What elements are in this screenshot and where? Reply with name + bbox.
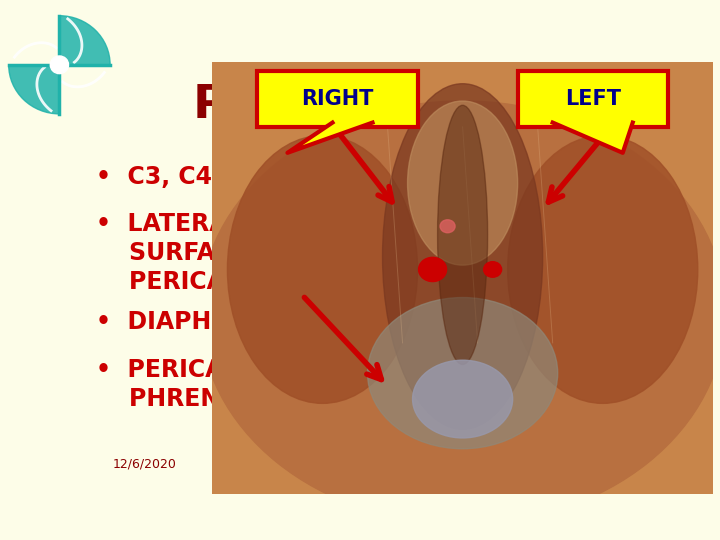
- Ellipse shape: [382, 84, 543, 429]
- Text: 12/6/2020: 12/6/2020: [112, 457, 176, 470]
- Text: 11: 11: [616, 457, 631, 470]
- Text: •  PERICARDIO-
    PHRENIC A & V: • PERICARDIO- PHRENIC A & V: [96, 358, 328, 411]
- Text: •  C3, C4, & C5: • C3, C4, & C5: [96, 165, 292, 188]
- Text: PHRENIC NERVES: PHRENIC NERVES: [193, 84, 657, 129]
- Circle shape: [50, 56, 68, 73]
- Circle shape: [418, 258, 446, 281]
- Text: •  LATERAL
    SURFACE OF
    PERICARDIUM: • LATERAL SURFACE OF PERICARDIUM: [96, 212, 313, 294]
- FancyBboxPatch shape: [258, 71, 418, 127]
- Ellipse shape: [438, 105, 487, 365]
- Ellipse shape: [508, 136, 698, 403]
- Ellipse shape: [228, 136, 418, 403]
- Polygon shape: [287, 123, 372, 153]
- Ellipse shape: [200, 101, 720, 524]
- Wedge shape: [60, 16, 110, 65]
- Text: SCNM, ANAT 603, The
Mediastinum: SCNM, ANAT 603, The Mediastinum: [300, 440, 438, 470]
- Ellipse shape: [367, 298, 558, 449]
- Wedge shape: [9, 65, 60, 114]
- Ellipse shape: [408, 101, 518, 265]
- Text: RIGHT: RIGHT: [301, 89, 374, 109]
- Polygon shape: [553, 123, 633, 153]
- Text: LEFT: LEFT: [564, 89, 621, 109]
- FancyBboxPatch shape: [518, 71, 667, 127]
- Text: •  DIAPHRAGM: • DIAPHRAGM: [96, 310, 290, 334]
- Circle shape: [440, 220, 455, 233]
- Circle shape: [484, 262, 502, 277]
- Ellipse shape: [413, 360, 513, 438]
